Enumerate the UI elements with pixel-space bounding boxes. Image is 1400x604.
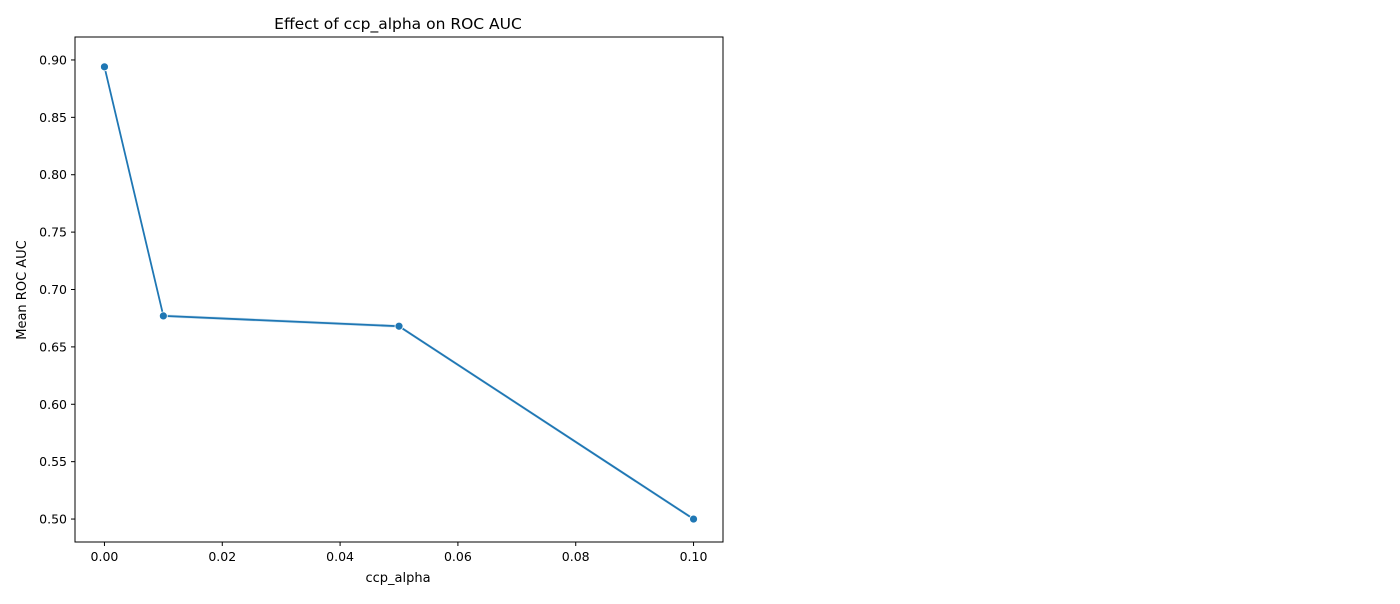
- series-line: [103, 66, 695, 520]
- x-tick-label: 0.02: [208, 549, 236, 564]
- y-tick-label: 0.90: [39, 52, 67, 67]
- y-tick-label: 0.75: [39, 225, 67, 240]
- y-tick-label: 0.70: [39, 282, 67, 297]
- series-confidence-band: [104, 65, 694, 521]
- x-tick-label: 0.10: [680, 549, 708, 564]
- y-tick-label: 0.80: [39, 167, 67, 182]
- y-tick-label: 0.55: [39, 454, 67, 469]
- series-layer: [100, 62, 698, 524]
- x-tick-label: 0.04: [326, 549, 354, 564]
- y-tick-label: 0.85: [39, 110, 67, 125]
- plot-frame: [74, 36, 724, 543]
- data-point: [394, 321, 404, 331]
- y-tick-label: 0.50: [39, 512, 67, 527]
- data-point: [158, 311, 168, 321]
- data-point: [689, 514, 698, 524]
- x-tick-label: 0.00: [91, 549, 119, 564]
- data-point: [100, 62, 109, 72]
- y-tick-label: 0.60: [39, 397, 67, 412]
- x-axis-label: ccp_alpha: [365, 571, 430, 586]
- y-tick-label: 0.65: [39, 339, 67, 354]
- chart-title: Effect of ccp_alpha on ROC AUC: [274, 15, 522, 34]
- x-tick-label: 0.06: [444, 549, 472, 564]
- axis-ticks: 0.00 0.02 0.04 0.06 0.08 0.10 0.50 0.55 0.60 0.65…: [39, 52, 707, 564]
- y-axis-label: Mean ROC AUC: [15, 240, 30, 340]
- x-tick-label: 0.08: [562, 549, 590, 564]
